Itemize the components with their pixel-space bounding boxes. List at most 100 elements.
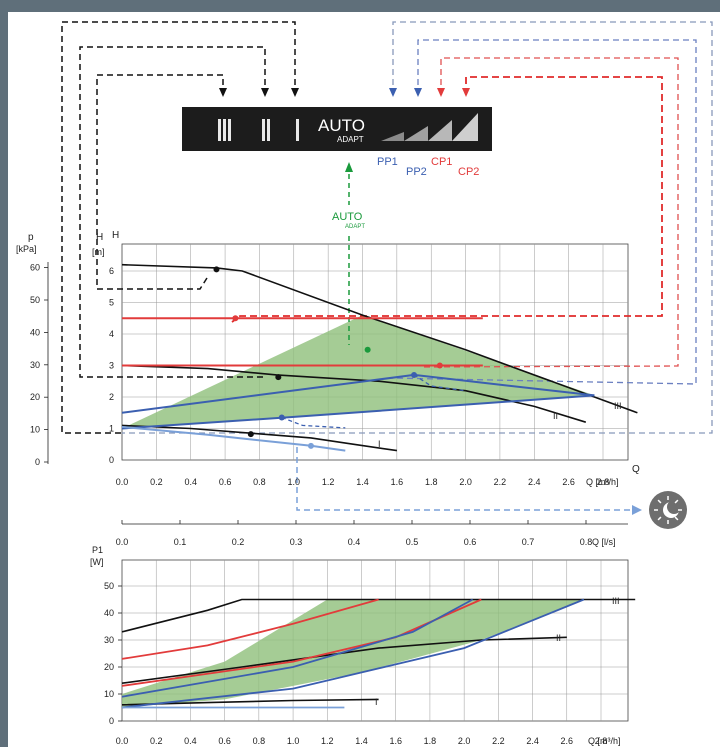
bottom-x-tick-label: 2.4 [526,736,539,746]
mode-label-pp2: PP2 [406,166,427,178]
ls-tick-label: 0.0 [116,537,129,547]
top-x-axis-title: Q [m³/h] [586,477,619,487]
bottom-x-axis-title: Q [m³/h] [588,736,621,746]
mode-wedge-0 [381,132,404,141]
mode-label-pp1: PP1 [377,156,398,168]
m-axis-unit: [m] [92,247,105,257]
kpa-tick-label: 10 [30,425,40,435]
mode-arrow-2 [437,88,445,97]
bottom-adapt-area [122,599,584,708]
bottom-series-5 [121,598,474,698]
top-x-tick-label: 2.2 [494,477,507,487]
top-point-2 [247,431,254,438]
speed-bar-II [267,119,270,141]
top-x-tick-label: 1.0 [288,477,301,487]
bottom-y-tick-label: 10 [104,689,114,699]
kpa-tick-label: 50 [30,295,40,305]
m-tick-label: 5 [109,298,114,308]
ls-tick-label: 0.8 [580,537,593,547]
connector-speed-I [96,74,224,290]
top-curve-I [121,424,398,452]
bottom-x-tick-label: 0.4 [184,736,197,746]
m-tick-label: 6 [109,266,114,276]
bottom-x-tick-label: 2.0 [458,736,471,746]
kpa-axis-title: p [28,232,34,243]
bottom-chart-frame [121,559,629,722]
top-chart-frame [121,243,629,461]
ls-tick-label: 0.4 [348,537,361,547]
m-tick-label: 3 [109,361,114,371]
bottom-curve-II [121,636,567,684]
top-x-tick-label: 0.0 [116,477,129,487]
ls-tick-label: 0.3 [290,537,303,547]
connector-cp1 [419,57,679,368]
speed-bar-III [228,119,231,141]
bottom-x-tick-label: 0.0 [116,736,129,746]
bottom-series-3 [121,598,379,660]
mode-label-cp1: CP1 [431,156,452,168]
h-axis-title-1: H [96,232,103,243]
arrow-down-2 [291,88,299,97]
bottom-y-tick-label: 40 [104,608,114,618]
night-arrow [632,505,642,515]
kpa-tick-label: 20 [30,392,40,402]
bottom-x-tick-label: 1.0 [287,736,300,746]
top-point-4 [436,362,443,369]
top-x-tick-label: 1.2 [322,477,335,487]
control-display [182,107,492,151]
mode-wedge-2 [428,120,452,141]
m-tick-label: 2 [109,392,114,402]
top-x-tick-label: 1.4 [356,477,369,487]
speed-bar-III [223,119,226,141]
top-series-6 [121,394,595,430]
arrow-down-0 [219,88,227,97]
top-x-tick-label: 0.4 [184,477,197,487]
bottom-x-tick-label: 0.2 [150,736,163,746]
top-point-5 [411,371,418,378]
mode-wedge-3 [452,113,478,141]
ls-tick-label: 0.5 [406,537,419,547]
mode-arrow-1 [414,88,422,97]
top-x-tick-label: 2.6 [562,477,575,487]
bottom-x-tick-label: 2.8 [595,736,608,746]
top-point-0 [213,266,220,273]
bottom-x-tick-label: 0.6 [218,736,231,746]
bottom-y-tick-label: 0 [109,716,114,726]
mode-arrow-0 [389,88,397,97]
ls-tick-label: 0.7 [522,537,535,547]
ls-tick-label: 0.2 [232,537,245,547]
bottom-curve-III [121,598,636,633]
mode-label-cp2: CP2 [458,166,479,178]
bottom-curve-label-i: I [375,697,378,707]
bottom-y-tick-label: 30 [104,635,114,645]
bottom-x-tick-label: 1.2 [321,736,334,746]
mode-arrow-3 [462,88,470,97]
kpa-tick-label: 40 [30,327,40,337]
moon-night-icon-ray [657,516,662,521]
top-point-6 [278,414,285,421]
connector-speed-III [61,21,296,434]
connector-cp2 [231,76,663,323]
bottom-x-tick-label: 1.8 [424,736,437,746]
kpa-tick-label: 0 [35,457,40,467]
connector-pp2 [389,39,697,385]
ls-tick-label: 0.6 [464,537,477,547]
top-adapt-area [122,315,595,429]
moon-night-icon-cut [667,500,681,514]
speed-bar-I [296,119,299,141]
top-point-8 [364,346,371,353]
adapt-label: ADAPT [337,135,364,144]
connector-pp1 [122,21,713,434]
top-x-tick-label: 0.8 [253,477,266,487]
top-curve-label-iii: III [614,401,622,411]
bottom-x-tick-label: 2.6 [561,736,574,746]
moon-night-icon-ray [674,499,679,504]
m-tick-label: 4 [109,329,114,339]
speed-bar-II [262,119,265,141]
top-x-tick-label: 0.2 [150,477,163,487]
moon-night-icon-ray [674,516,679,521]
top-curve-label-i: I [378,439,381,449]
h-axis-title-2: H [112,230,119,241]
